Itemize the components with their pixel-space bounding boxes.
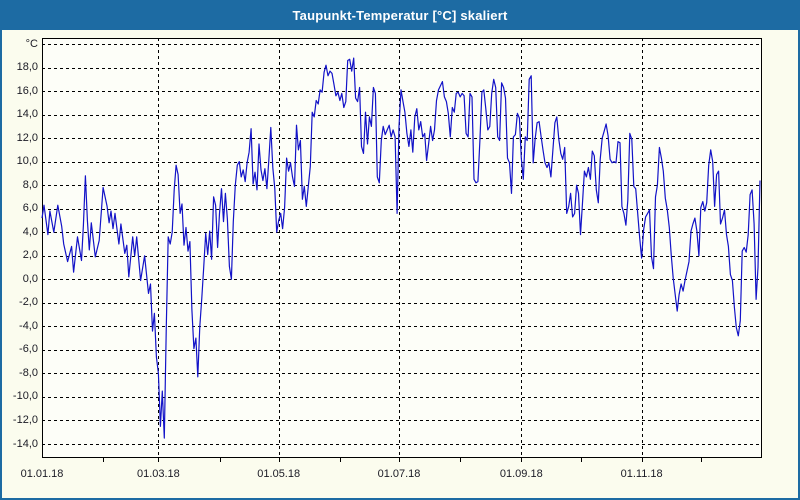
y-axis-tick-label: -6,0 bbox=[19, 343, 38, 356]
plot-border bbox=[42, 38, 762, 458]
y-axis-tick-label: 0,0 bbox=[22, 272, 38, 285]
x-axis-tick-label: 01.11.18 bbox=[620, 468, 663, 480]
y-axis-tick-label: -4,0 bbox=[19, 319, 38, 332]
y-axis-tick-label: -10,0 bbox=[12, 390, 38, 403]
y-axis-tick-label: 8,0 bbox=[22, 178, 38, 191]
y-axis-tick-label: 12,0 bbox=[16, 131, 38, 144]
y-axis-tick-label: 6,0 bbox=[22, 202, 38, 215]
x-axis-tick-label: 01.07.18 bbox=[377, 468, 421, 480]
x-axis-tick-label: 01.03.18 bbox=[136, 468, 180, 480]
y-axis-tick-label: -12,0 bbox=[12, 413, 38, 426]
window-title: Taupunkt-Temperatur [°C] skaliert bbox=[292, 8, 508, 23]
y-axis-tick-label: -14,0 bbox=[12, 437, 38, 450]
x-axis-tick-label: 01.09.18 bbox=[499, 468, 543, 480]
x-axis-tick-label: 01.01.18 bbox=[20, 468, 64, 480]
y-axis-tick-label: -8,0 bbox=[19, 366, 38, 379]
x-axis-tick-label: 01.05.18 bbox=[257, 468, 301, 480]
y-axis-tick-label: 16,0 bbox=[16, 84, 38, 97]
dewpoint-line bbox=[41, 57, 761, 439]
y-axis-tick-label: 4,0 bbox=[22, 225, 38, 238]
y-axis-tick-label: 10,0 bbox=[16, 155, 38, 168]
y-axis-tick-label: 2,0 bbox=[22, 249, 38, 262]
y-axis-tick-label: 18,0 bbox=[16, 61, 38, 74]
window-title-bar: Taupunkt-Temperatur [°C] skaliert bbox=[2, 2, 798, 30]
y-axis-tick-label: -2,0 bbox=[19, 296, 38, 309]
y-axis-tick-label: 14,0 bbox=[16, 108, 38, 121]
y-axis-tick-label: °C bbox=[25, 37, 38, 50]
dewpoint-chart bbox=[41, 38, 762, 462]
